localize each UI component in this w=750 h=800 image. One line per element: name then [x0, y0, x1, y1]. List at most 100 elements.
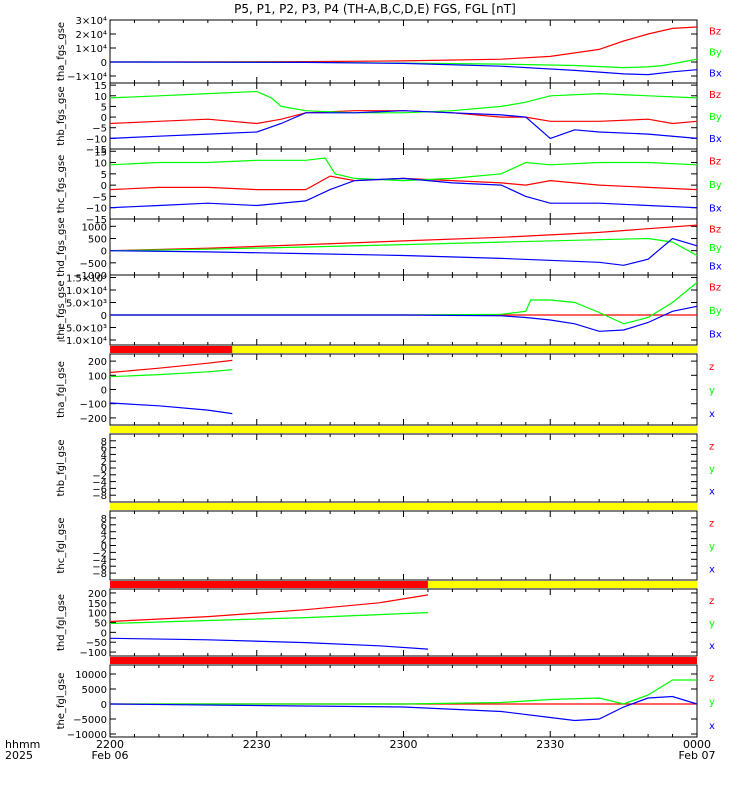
legend-entry: Bx — [709, 329, 722, 340]
y-tick-label: 1×10⁴ — [76, 44, 107, 55]
y-axis-label: thb_fgl_gse — [56, 440, 67, 497]
legend-entry: y — [709, 386, 715, 397]
series-line-y — [109, 369, 233, 378]
y-tick-label: 0 — [101, 464, 107, 475]
legend-entry: Bz — [709, 27, 721, 38]
legend-entry: x — [709, 721, 715, 732]
y-tick-label: −1000 — [73, 271, 107, 282]
y-tick-label: −5 — [92, 124, 107, 135]
y-tick-label: −6 — [92, 562, 107, 573]
y-tick-label: 15 — [94, 81, 107, 92]
y-tick-label: 5.0×10³ — [66, 299, 107, 310]
y-tick-label: 0 — [101, 628, 107, 639]
legend-entry: z — [709, 519, 714, 530]
y-tick-label: −2 — [92, 548, 107, 559]
y-tick-label: −1×10⁴ — [67, 72, 107, 83]
x-tick-label: 2200 — [96, 738, 124, 751]
chart-title: P5, P1, P2, P3, P4 (TH-A,B,C,D,E) FGS, F… — [234, 2, 516, 16]
y-tick-label: −4 — [92, 478, 107, 489]
y-tick-label: −2 — [92, 471, 107, 482]
y-axis-label: thd_fgl_gse — [56, 594, 67, 651]
series-line-Bx — [110, 305, 698, 332]
series-line-By — [109, 90, 698, 114]
y-tick-label: 6 — [101, 444, 107, 455]
y-tick-label: −5000 — [73, 715, 107, 726]
legend-entry: z — [709, 362, 714, 373]
data-availability-bar — [110, 346, 233, 353]
y-tick-label: 2×10⁴ — [76, 30, 107, 41]
y-axis-label: thd_fgs_gse — [56, 217, 67, 276]
legend-entry: By — [709, 180, 722, 191]
legend-entry: x — [709, 487, 715, 498]
series-line-x — [109, 695, 698, 722]
series-line-y — [110, 679, 697, 705]
legend-entry: y — [709, 542, 715, 553]
y-tick-label: 8 — [101, 514, 107, 525]
y-axis-label: thb_fgs_gse — [56, 86, 67, 145]
y-tick-label: 15 — [94, 147, 107, 158]
y-tick-label: 1.0×10⁴ — [66, 286, 107, 297]
series-line-y — [109, 612, 429, 625]
y-tick-label: 150 — [88, 599, 107, 610]
y-tick-label: 1.5×10⁴ — [66, 274, 107, 285]
y-axis-label: the_fgs_gse — [56, 280, 67, 339]
y-tick-label: 0 — [101, 113, 107, 124]
legend-entry: z — [709, 596, 714, 607]
series-line-Bz — [109, 224, 698, 252]
series-line-z — [109, 359, 233, 374]
legend-entry: Bz — [709, 283, 721, 294]
legend-entry: Bx — [709, 134, 722, 145]
y-tick-label: 2 — [101, 457, 107, 468]
y-tick-label: 0 — [101, 58, 107, 69]
legend-entry: z — [709, 673, 714, 684]
y-tick-label: 6 — [101, 521, 107, 532]
y-tick-label: −5.0×10³ — [58, 324, 107, 335]
x-tick-label: 0000 — [683, 738, 711, 751]
y-tick-label: −8 — [92, 491, 107, 502]
y-tick-label: −10 — [86, 204, 107, 215]
y-tick-label: 200 — [88, 357, 107, 368]
legend-entry: Bx — [709, 69, 722, 80]
legend-entry: y — [709, 697, 715, 708]
legend-entry: y — [709, 464, 715, 475]
data-availability-bar — [232, 346, 697, 353]
y-tick-label: −10 — [86, 134, 107, 145]
y-tick-label: −6 — [92, 484, 107, 495]
data-availability-bar — [110, 503, 697, 510]
legend-entry: By — [709, 243, 722, 254]
y-tick-label: 200 — [88, 589, 107, 600]
x-tick-label: 2300 — [390, 738, 418, 751]
y-tick-label: −15 — [86, 215, 107, 226]
legend-entry: y — [709, 619, 715, 630]
y-tick-label: 2 — [101, 535, 107, 546]
legend-entry: By — [709, 48, 722, 59]
y-tick-label: 10 — [94, 92, 107, 103]
y-tick-label: 100 — [88, 609, 107, 620]
y-tick-label: −15 — [86, 145, 107, 156]
data-availability-bar — [110, 426, 697, 433]
data-availability-bar — [427, 581, 697, 588]
series-line-Bx — [109, 177, 698, 209]
legend-entry: z — [709, 441, 714, 452]
time-axis: hhmm 2025 2200 2230 2300 2330 0000 Feb 06 Feb … — [5, 738, 715, 762]
y-tick-label: 1000 — [82, 222, 107, 233]
series-line-Bx — [109, 61, 698, 76]
legend-entry: Bx — [709, 203, 722, 214]
y-tick-label: −50 — [86, 638, 107, 649]
y-tick-label: 0 — [101, 247, 107, 258]
panel-tha_fgl_gse: 200 100 0 −100 −200 tha_fgl_gse z y x — [56, 346, 715, 426]
series-line-Bz — [109, 26, 698, 63]
data-availability-bar — [110, 581, 428, 588]
y-axis-label: thc_fgl_gse — [56, 517, 67, 573]
y-tick-label: 0 — [101, 311, 107, 322]
series-line-By — [110, 282, 698, 325]
y-tick-label: 8 — [101, 437, 107, 448]
series-line-Bx — [109, 237, 698, 266]
